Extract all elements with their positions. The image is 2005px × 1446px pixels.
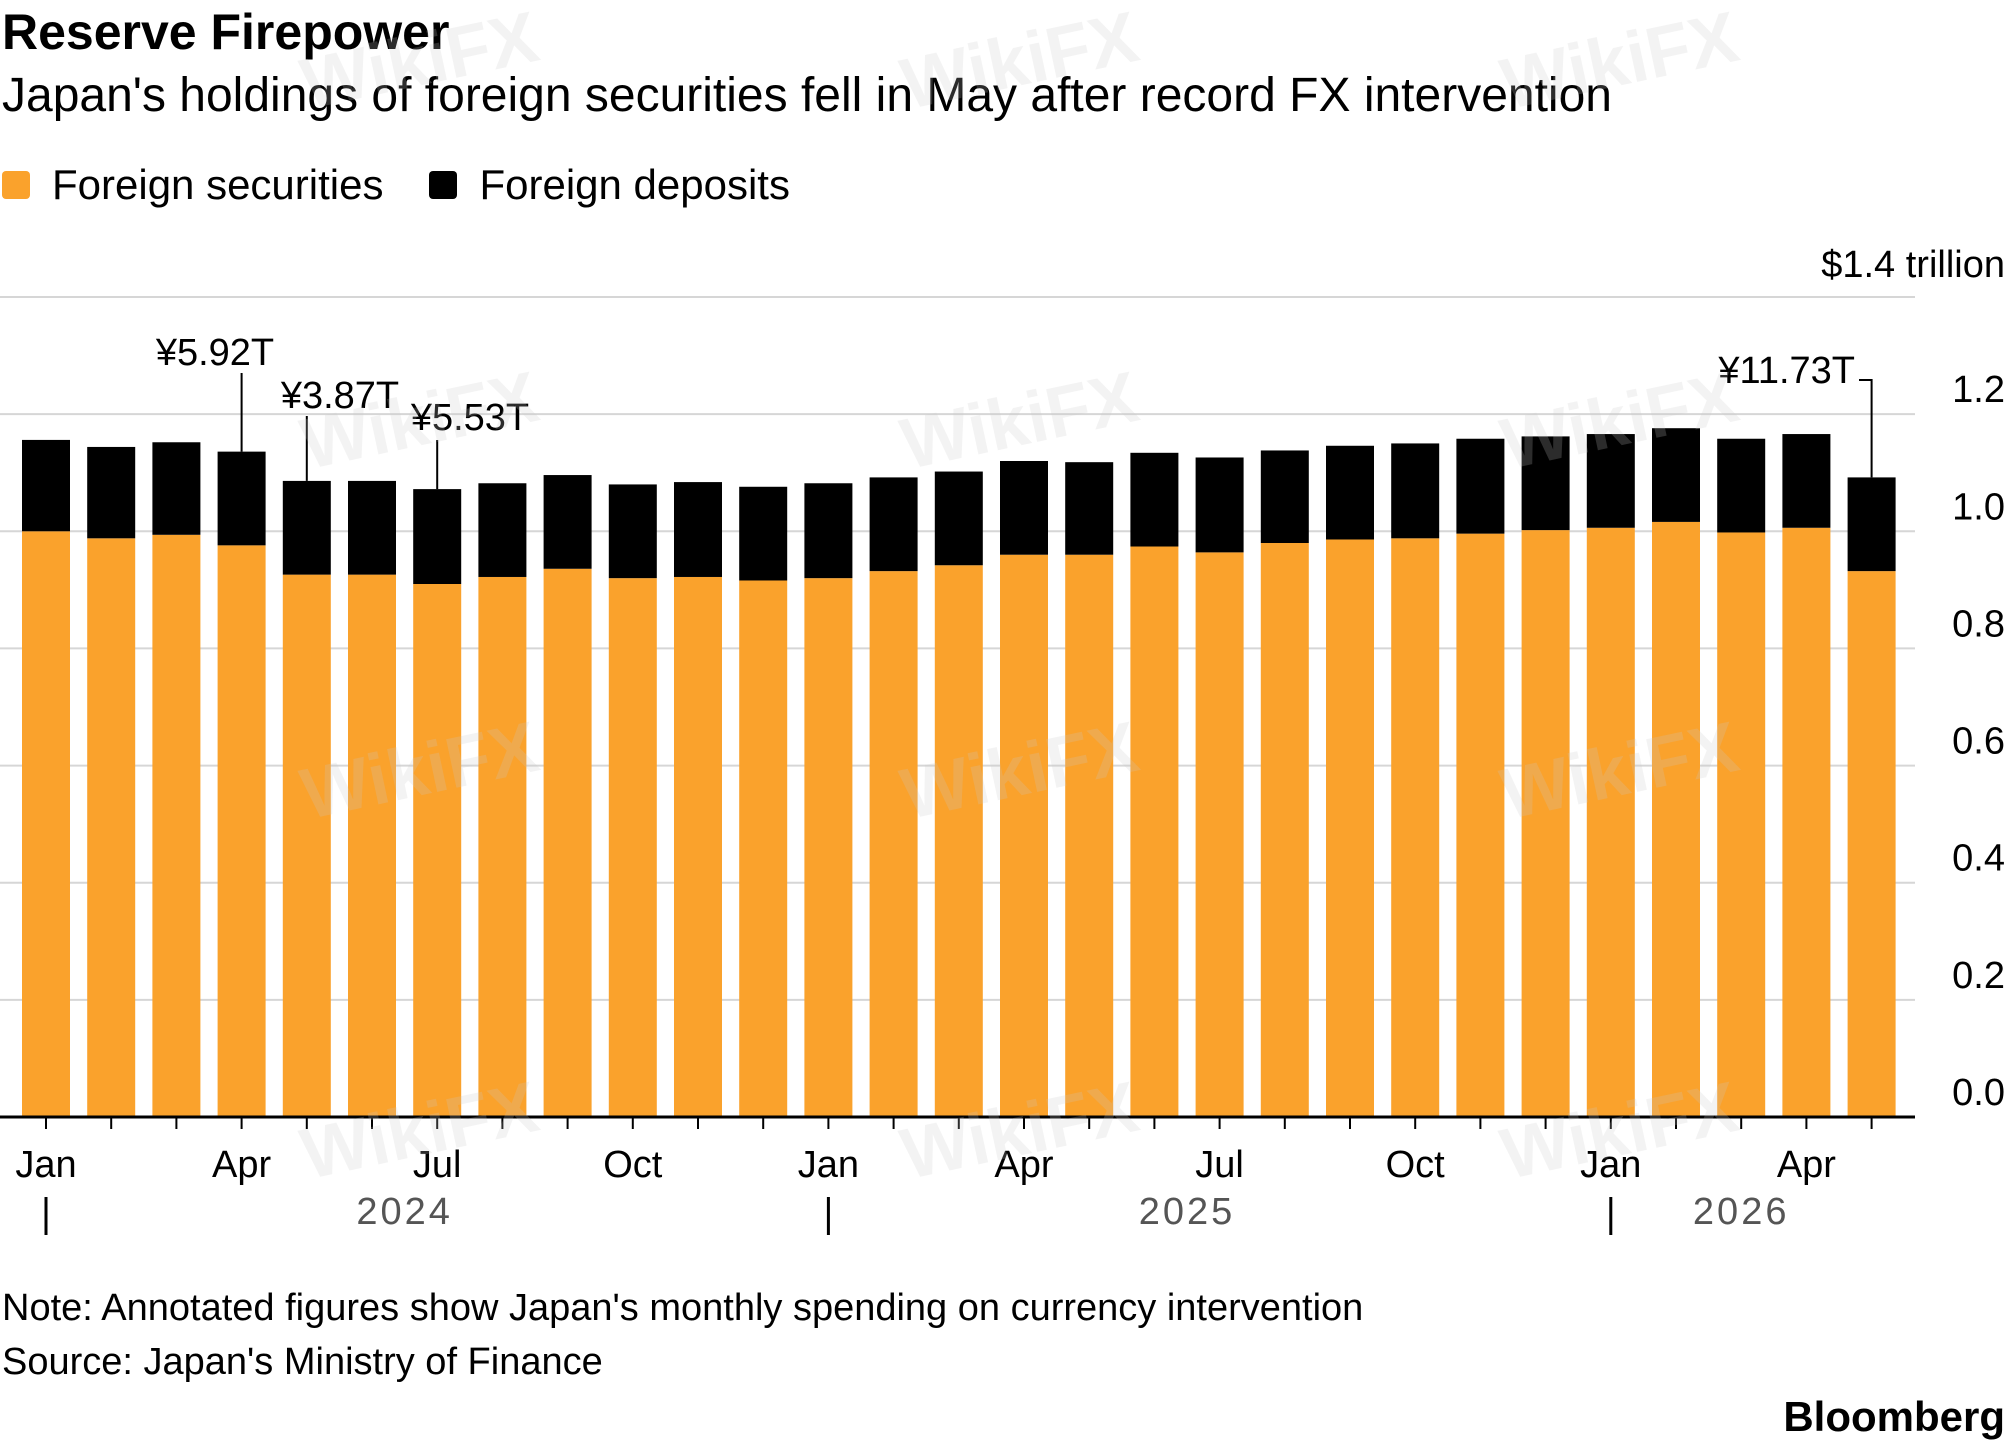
bar-foreign-deposits (1130, 452, 1179, 547)
year-label: 2024 (356, 1191, 453, 1233)
chart-note: Note: Annotated figures show Japan's mon… (2, 1287, 1364, 1329)
bar-foreign-deposits (1195, 457, 1244, 553)
legend-item-securities: Foreign securities (2, 160, 383, 210)
x-tick-label: Jan (798, 1144, 859, 1186)
bar-foreign-securities (1586, 527, 1635, 1117)
legend-label-securities: Foreign securities (52, 161, 384, 208)
x-tick-label: Apr (212, 1144, 271, 1186)
bar-foreign-deposits (1652, 428, 1700, 522)
bar-foreign-securities (934, 565, 983, 1117)
chart-title: Reserve Firepower (2, 4, 450, 60)
bar-foreign-securities (1652, 521, 1700, 1117)
bar-foreign-securities (739, 580, 788, 1117)
bar-foreign-deposits (608, 484, 657, 579)
y-axis-unit-label: $1.4 trillion (1821, 244, 2005, 286)
bar-foreign-deposits (1782, 434, 1831, 528)
bar-foreign-deposits (22, 439, 70, 532)
x-tick-label: Oct (1386, 1144, 1446, 1186)
legend-swatch-deposits (429, 171, 458, 199)
bar-foreign-deposits (152, 442, 201, 535)
x-tick-label: Oct (603, 1144, 663, 1186)
annotation-label: ¥3.87T (280, 375, 399, 417)
annotation-label: ¥5.53T (410, 397, 529, 439)
bar-foreign-securities (1195, 552, 1244, 1117)
bar-foreign-securities (1260, 543, 1309, 1117)
legend-label-deposits: Foreign deposits (479, 161, 790, 208)
bar-foreign-deposits (804, 483, 853, 579)
y-tick-label: 0.4 (1952, 838, 2005, 880)
bar-foreign-deposits (934, 471, 983, 566)
annotation-label: ¥11.73T (1717, 350, 1855, 392)
y-tick-label: 0.0 (1952, 1072, 2005, 1114)
bar-foreign-deposits (413, 489, 462, 584)
bar-foreign-deposits (1586, 434, 1635, 528)
bar-foreign-deposits (1326, 445, 1374, 540)
bar-foreign-deposits (478, 483, 527, 577)
bar-foreign-securities (478, 576, 527, 1117)
legend: Foreign securities Foreign deposits (2, 160, 836, 210)
bar-foreign-deposits (87, 446, 136, 539)
y-tick-label: 0.2 (1952, 955, 2005, 997)
bar-foreign-securities (217, 545, 266, 1117)
bar-foreign-securities (1782, 527, 1831, 1117)
bar-foreign-deposits (674, 482, 722, 577)
bar-foreign-securities (804, 578, 853, 1117)
bar-foreign-securities (1391, 538, 1440, 1117)
bar-foreign-securities (22, 531, 70, 1117)
chart-subtitle: Japan's holdings of foreign securities f… (2, 69, 1612, 122)
bar-foreign-deposits (1521, 436, 1570, 531)
bar-foreign-securities (1847, 571, 1896, 1117)
bar-foreign-deposits (869, 477, 918, 572)
bar-foreign-securities (1065, 554, 1114, 1117)
bar-foreign-securities (1326, 539, 1374, 1117)
bloomberg-logo: Bloomberg (1783, 1393, 2005, 1440)
bar-foreign-deposits (739, 486, 788, 581)
bar-foreign-deposits (1065, 462, 1114, 555)
bar-foreign-securities (348, 574, 396, 1117)
bar-foreign-securities (282, 574, 331, 1117)
legend-item-deposits: Foreign deposits (429, 160, 790, 210)
y-tick-label: 0.6 (1952, 721, 2005, 763)
bar-foreign-deposits (282, 480, 331, 575)
bar-foreign-deposits (1391, 443, 1440, 539)
bar-foreign-deposits (1847, 477, 1896, 572)
annotation-label: ¥5.92T (155, 332, 274, 374)
annotation-leader (1859, 379, 1873, 478)
bar-foreign-securities (413, 584, 462, 1117)
bar-foreign-securities (152, 534, 201, 1117)
bar-foreign-deposits (1717, 438, 1766, 533)
y-tick-label: 1.0 (1952, 486, 2005, 528)
bar-foreign-securities (869, 571, 918, 1117)
year-label: 2026 (1693, 1191, 1790, 1233)
bar-foreign-securities (608, 578, 657, 1117)
bar-foreign-securities (1130, 546, 1179, 1117)
x-tick-label: Jan (15, 1144, 76, 1186)
bar-foreign-securities (87, 538, 136, 1117)
x-tick-label: Jan (1580, 1144, 1641, 1186)
y-tick-label: 0.8 (1952, 603, 2005, 645)
bar-foreign-securities (1000, 554, 1048, 1117)
x-tick-label: Jul (413, 1144, 462, 1186)
bar-foreign-securities (543, 568, 592, 1117)
x-tick-label: Apr (1777, 1144, 1836, 1186)
bar-foreign-deposits (1456, 438, 1505, 534)
chart-source: Source: Japan's Ministry of Finance (2, 1341, 603, 1383)
bar-foreign-deposits (543, 475, 592, 569)
year-label: 2025 (1139, 1191, 1236, 1233)
bar-foreign-deposits (1260, 450, 1309, 543)
bar-foreign-deposits (1000, 461, 1048, 555)
x-tick-label: Apr (994, 1144, 1053, 1186)
bar-foreign-securities (1521, 530, 1570, 1117)
bar-foreign-securities (674, 576, 722, 1117)
legend-swatch-securities (2, 171, 30, 199)
bar-foreign-securities (1717, 532, 1766, 1117)
bar-foreign-deposits (348, 480, 396, 575)
x-tick-label: Jul (1195, 1144, 1244, 1186)
y-tick-label: 1.2 (1952, 369, 2005, 411)
bar-foreign-securities (1456, 533, 1505, 1117)
bar-foreign-deposits (217, 451, 266, 546)
